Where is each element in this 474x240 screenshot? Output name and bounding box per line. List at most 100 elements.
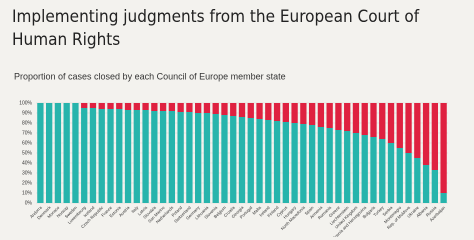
y-tick-label: 100% — [19, 100, 32, 106]
bar-segment — [352, 133, 360, 203]
bar-segment — [387, 143, 395, 203]
bar-segment — [405, 103, 412, 153]
bar-segment — [344, 103, 351, 131]
bar-segment — [361, 103, 368, 135]
bar-segment — [291, 123, 298, 203]
bar-segment — [89, 103, 97, 108]
bar-segment — [81, 103, 88, 108]
bar-segment — [405, 153, 412, 203]
bar-segment — [151, 111, 158, 203]
bar-segment — [133, 110, 140, 203]
x-tick-label: Malta — [251, 204, 262, 215]
bar-segment — [212, 114, 219, 203]
bar-segment — [317, 127, 325, 203]
bar-segment — [335, 130, 342, 203]
bar-segment — [168, 111, 176, 203]
bar-segment — [133, 103, 140, 110]
bar-segment — [98, 109, 105, 203]
bar-segment — [273, 103, 281, 121]
bar-segment — [291, 103, 298, 123]
bar-segment — [440, 103, 447, 193]
bar-segment — [326, 103, 333, 128]
bar-segment — [195, 103, 202, 113]
bar-segment — [81, 108, 88, 203]
bar-segment — [344, 131, 351, 203]
chart-subtitle: Proportion of cases closed by each Counc… — [14, 71, 286, 81]
chart-title: Implementing judgments from the European… — [12, 7, 420, 50]
y-tick-label: 20% — [22, 180, 33, 186]
y-tick-label: 30% — [22, 170, 33, 176]
bar-segment — [387, 103, 395, 143]
bar-segment — [238, 117, 246, 203]
bar-segment — [414, 158, 421, 203]
bar-segment — [124, 110, 132, 203]
bar-segment — [256, 103, 263, 119]
y-tick-label: 90% — [22, 110, 33, 116]
bar-segment — [203, 113, 211, 203]
bar-segment — [186, 103, 193, 112]
bar-segment — [107, 109, 114, 203]
bar-segment — [414, 103, 421, 158]
bar-segment — [116, 103, 123, 109]
bar-segment — [203, 103, 211, 113]
bar-segment — [45, 103, 53, 203]
bar-segment — [72, 103, 79, 203]
y-tick-label: 10% — [22, 190, 33, 196]
bar-segment — [422, 103, 430, 165]
bar-segment — [361, 135, 368, 203]
y-tick-label: 40% — [22, 160, 33, 166]
bar-segment — [124, 103, 132, 110]
bar-segment — [247, 103, 254, 118]
bar-segment — [107, 103, 114, 109]
bar-segment — [238, 103, 246, 117]
bar-segment — [256, 119, 263, 203]
bar-segment — [98, 103, 105, 109]
bar-segment — [168, 103, 176, 111]
bar-segment — [212, 103, 219, 114]
bar-segment — [230, 103, 237, 116]
bar-segment — [273, 121, 281, 203]
y-tick-label: 80% — [22, 120, 33, 126]
bar-segment — [230, 116, 237, 203]
bar-segment — [159, 103, 167, 111]
y-tick-label: 70% — [22, 130, 33, 136]
bar-segment — [151, 103, 158, 111]
bar-segment — [247, 118, 254, 203]
bar-segment — [282, 122, 289, 203]
y-tick-label: 0% — [25, 200, 33, 206]
bar-segment — [54, 103, 62, 203]
bar-segment — [317, 103, 325, 127]
bar-segment — [379, 103, 386, 139]
bar-segment — [352, 103, 360, 133]
x-tick-label: Spain — [304, 204, 316, 216]
x-tick-label: Italy — [130, 204, 140, 214]
bar-segment — [177, 103, 184, 112]
bar-segment — [142, 110, 149, 203]
bar-segment — [422, 165, 430, 203]
bar-segment — [265, 120, 272, 203]
bar-segment — [142, 103, 149, 110]
bar-segment — [282, 103, 289, 122]
bar-segment — [370, 137, 377, 203]
bar-segment — [37, 103, 44, 203]
x-tick-label: Latvia — [137, 204, 149, 216]
bar-segment — [89, 108, 97, 203]
bar-segment — [431, 170, 439, 203]
bar-segment — [63, 103, 70, 203]
bar-segment — [335, 103, 342, 130]
y-tick-label: 50% — [22, 150, 33, 156]
bar-segment — [159, 111, 167, 203]
bar-segment — [396, 148, 403, 203]
bar-segment — [431, 103, 439, 170]
bar-segment — [221, 115, 228, 203]
bar-segment — [300, 124, 307, 203]
bar-segment — [300, 103, 307, 124]
bar-segment — [265, 103, 272, 120]
bar-segment — [186, 112, 193, 203]
bar-segment — [116, 109, 123, 203]
y-tick-label: 60% — [22, 140, 33, 146]
bar-segment — [177, 112, 184, 203]
bar-segment — [308, 125, 316, 203]
